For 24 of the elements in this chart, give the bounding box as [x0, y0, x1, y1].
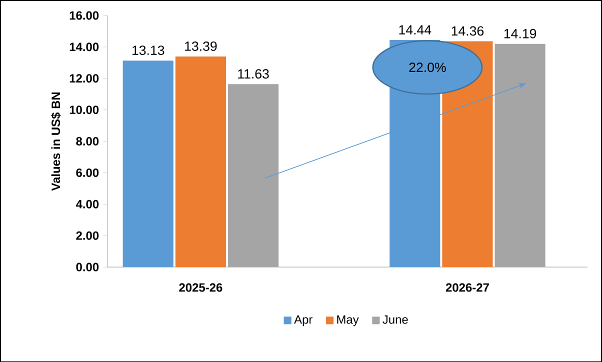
- x-tick-label: 2025-26: [179, 283, 222, 292]
- data-label: 14.36: [452, 26, 484, 36]
- bar: [122, 60, 174, 267]
- y-tick-label: 12.00: [70, 74, 99, 82]
- y-tick-label: 8.00: [76, 136, 99, 146]
- y-axis-title: Values in US$ BN: [51, 92, 61, 191]
- bar: [175, 56, 226, 267]
- legend-label: May: [337, 315, 359, 326]
- y-tick-label: 0.00: [76, 262, 99, 272]
- y-tick-label: 6.00: [76, 168, 99, 177]
- legend-label: Apr: [294, 315, 312, 326]
- data-label: 14.19: [504, 28, 536, 38]
- data-label: 13.13: [132, 45, 164, 55]
- x-tick-label: 2026-27: [446, 283, 489, 292]
- data-label: 13.39: [185, 41, 217, 51]
- y-tick-label: 2.00: [76, 231, 99, 240]
- y-tick-label: 16.00: [70, 11, 99, 20]
- data-label: 11.63: [238, 68, 269, 78]
- y-tick-label: 14.00: [70, 42, 99, 51]
- legend-label: June: [382, 315, 408, 324]
- y-tick-label: 10.00: [70, 105, 99, 114]
- data-label: 14.44: [399, 25, 432, 34]
- annotation: 22.0%: [409, 62, 446, 72]
- y-tick-label: 4.00: [76, 200, 99, 208]
